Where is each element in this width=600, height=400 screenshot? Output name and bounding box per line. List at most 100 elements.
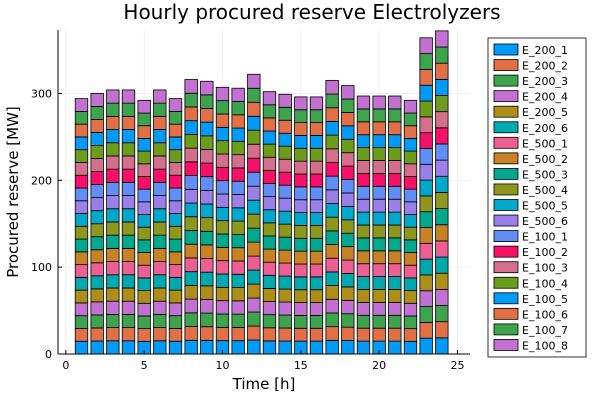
bar-segment-E_200_3-t18 [341, 313, 355, 328]
bar-segment-E_500_5-t1 [74, 213, 89, 227]
bar-segment-E_500_2-t13 [262, 248, 277, 263]
bar-segment-E_200_1-t7 [168, 340, 183, 355]
bar-segment-E_200_2-t5 [137, 328, 151, 342]
bar-segment-E_100_4-t22 [403, 150, 418, 165]
y-tick-label: 0 [45, 348, 52, 361]
bar-segment-E_100_6-t9 [200, 108, 214, 123]
bar-segment-E_100_6-t1 [74, 123, 89, 138]
bar-segment-E_100_2-t15 [294, 173, 308, 188]
bar-segment-E_100_5-t19 [356, 134, 371, 149]
bar-segment-E_100_3-t19 [356, 160, 371, 174]
bar-segment-E_100_8-t11 [231, 87, 245, 102]
bar-segment-E_200_2-t6 [153, 327, 167, 342]
bar-segment-E_500_5-t17 [325, 203, 339, 218]
bar-segment-E_100_4-t11 [231, 140, 245, 156]
bar-segment-E_100_7-t9 [200, 94, 214, 109]
bar-segment-E_200_6-t14 [278, 275, 292, 290]
bar-segment-E_200_4-t8 [184, 298, 198, 314]
bar-segment-E_200_1-t9 [200, 339, 214, 355]
x-tick-label: 25 [450, 359, 464, 372]
bar-segment-E_100_6-t12 [247, 101, 261, 117]
bar-segment-E_500_5-t14 [278, 210, 292, 225]
bar-segment-E_500_2-t4 [121, 247, 136, 262]
bar-segment-E_200_3-t11 [231, 313, 245, 328]
bar-segment-E_200_6-t20 [372, 276, 386, 290]
bar-segment-E_500_3-t12 [247, 227, 261, 243]
bar-segment-E_500_6-t11 [231, 194, 245, 209]
bar-segment-E_500_5-t13 [262, 209, 277, 224]
bar-segment-E_100_5-t5 [137, 138, 151, 152]
bar-segment-E_200_2-t23 [419, 321, 433, 339]
bar-segment-E_500_5-t5 [137, 214, 151, 228]
x-ticks: 0 5 10 15 20 25 [62, 350, 464, 372]
bar-segment-E_100_7-t24 [435, 46, 449, 64]
bar-segment-E_500_1-t8 [184, 257, 198, 273]
bar-segment-E_100_3-t16 [309, 160, 324, 175]
bar-segment-E_500_5-t21 [388, 211, 402, 226]
bar-segment-E_500_2-t9 [200, 244, 214, 259]
bar-segment-E_200_6-t1 [74, 276, 89, 291]
bar-segment-E_200_5-t12 [247, 283, 261, 299]
bar-segment-E_100_2-t20 [372, 173, 386, 187]
bar-segment-E_500_3-t1 [74, 238, 89, 253]
bar-segment-E_200_4-t5 [137, 302, 151, 317]
bar-segment-E_100_8-t5 [137, 99, 151, 114]
bar-segment-E_200_3-t17 [325, 312, 339, 328]
bar-segment-E_500_5-t7 [168, 213, 183, 227]
bar-segment-E_500_6-t21 [388, 198, 402, 213]
legend-label-E_200_3: E_200_3 [522, 75, 568, 88]
bar-segment-E_500_5-t2 [90, 210, 104, 225]
bar-segment-E_100_3-t2 [90, 158, 104, 172]
bar-segment-E_500_2-t11 [231, 247, 245, 262]
bar-segment-E_200_3-t5 [137, 315, 151, 330]
bar-segment-E_100_2-t7 [168, 174, 183, 189]
bar-segment-E_500_6-t16 [309, 199, 324, 213]
legend-label-E_200_5: E_200_5 [522, 106, 568, 119]
bar-segment-E_100_4-t8 [184, 134, 198, 149]
legend-swatch-E_100_4 [493, 276, 519, 289]
bar-segment-E_500_4-t15 [294, 225, 308, 239]
bar-segment-E_100_2-t10 [215, 166, 230, 182]
bar-segment-E_100_8-t15 [294, 96, 308, 111]
bar-segment-E_200_1-t21 [388, 340, 402, 355]
bar-segment-E_500_1-t16 [309, 263, 324, 278]
bar-segment-E_100_4-t13 [262, 143, 277, 158]
bar-segment-E_100_1-t2 [90, 184, 104, 199]
bar-segment-E_500_2-t21 [388, 250, 402, 265]
bar-segment-E_100_4-t4 [121, 142, 136, 157]
legend-label-E_100_1: E_100_1 [522, 231, 568, 244]
bar-segment-E_500_1-t19 [356, 263, 371, 278]
bar-segment-E_100_8-t3 [106, 89, 120, 104]
x-tick-label: 20 [372, 359, 386, 372]
bar-segment-E_100_4-t14 [278, 145, 292, 160]
bar-segment-E_500_4-t24 [435, 192, 449, 209]
bar-segment-E_500_6-t3 [106, 195, 120, 210]
bar-segment-E_200_4-t9 [200, 299, 214, 314]
bar-segment-E_100_2-t2 [90, 171, 104, 186]
bar-segment-E_100_6-t19 [356, 121, 371, 136]
bar-segment-E_500_4-t10 [215, 220, 230, 235]
bar-segment-E_500_5-t23 [419, 179, 433, 197]
bar-segment-E_100_5-t16 [309, 135, 324, 149]
y-axis-label: Procured reserve [MW] [4, 106, 22, 278]
bar-segment-E_100_1-t10 [215, 180, 230, 195]
legend-swatch-E_200_2 [493, 59, 519, 71]
bar-segment-E_200_4-t22 [403, 302, 418, 317]
bar-segment-E_100_2-t8 [184, 161, 198, 176]
bar-segment-E_200_5-t13 [262, 288, 277, 302]
bar-segment-E_100_2-t9 [200, 162, 214, 178]
bar-segment-E_200_6-t19 [356, 276, 371, 290]
bar-segment-E_500_5-t10 [215, 206, 230, 222]
bar-segment-E_100_8-t17 [325, 79, 339, 95]
bar-segment-E_100_4-t1 [74, 149, 89, 163]
bar-segment-E_500_5-t6 [153, 208, 167, 223]
bar-segment-E_500_3-t21 [388, 237, 402, 252]
legend-swatch-E_500_3 [493, 167, 519, 180]
bar-segment-E_500_3-t14 [278, 236, 292, 251]
bar-segment-E_100_8-t19 [356, 95, 371, 110]
bar-segment-E_200_3-t23 [419, 306, 433, 323]
bar-segment-E_100_6-t22 [403, 125, 418, 139]
bar-segment-E_500_1-t11 [231, 260, 245, 275]
legend-swatch-E_200_1 [493, 43, 519, 56]
bar-segment-E_200_5-t9 [200, 285, 214, 300]
